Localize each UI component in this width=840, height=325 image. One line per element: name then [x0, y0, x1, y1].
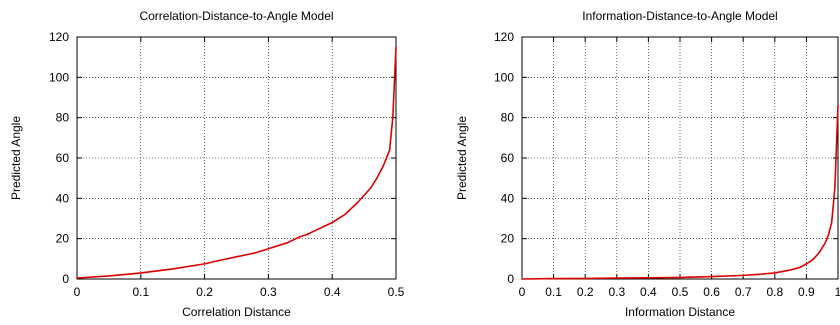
chart2-ytick-label: 60	[501, 151, 515, 165]
chart2-xtick-label: 1	[835, 285, 840, 299]
chart2-group: Information-Distance-to-Angle Model 0 20 40…	[455, 9, 840, 319]
chart2-xtick-label: 0.2	[577, 285, 594, 299]
chart1-y-axis-label: Predicted Angle	[9, 116, 23, 200]
chart1-xtick-label: 0.1	[132, 285, 149, 299]
chart2-xtick-label: 0.9	[798, 285, 815, 299]
chart1-xtick-label: 0.5	[388, 285, 405, 299]
chart1-title: Correlation-Distance-to-Angle Model	[139, 9, 333, 23]
chart1-ytick-label: 60	[56, 151, 70, 165]
chart1-x-axis-label: Correlation Distance	[182, 305, 291, 319]
chart1-ytick-label: 100	[49, 70, 69, 84]
chart2-ytick-label: 120	[494, 30, 514, 44]
chart2-ytick-label: 20	[501, 232, 515, 246]
chart1-ytick-label: 80	[56, 111, 70, 125]
chart1-ytick-label: 40	[56, 191, 70, 205]
chart2-xtick-label: 0.3	[608, 285, 625, 299]
chart2-ytick-label: 80	[501, 111, 515, 125]
chart2-xtick-label: 0.8	[766, 285, 783, 299]
chart2-ytick-label: 40	[501, 191, 515, 205]
chart2-ytick-label: 100	[494, 70, 514, 84]
chart2-series-line	[521, 104, 839, 280]
chart2-xtick-label: 0	[519, 285, 526, 299]
chart2-xtick-label: 0.6	[703, 285, 720, 299]
chart2-plot-frame	[521, 36, 839, 280]
chart2-x-axis-label: Information Distance	[625, 305, 735, 319]
chart2-xtick-label: 0.7	[735, 285, 752, 299]
chart2-xtick-label: 0.4	[640, 285, 657, 299]
chart1-plot-frame	[76, 36, 397, 280]
chart2-xtick-label: 0.5	[672, 285, 689, 299]
chart1-xtick-label: 0.3	[260, 285, 277, 299]
chart1-xtick-label: 0.4	[324, 285, 341, 299]
chart1-series-line	[76, 46, 397, 279]
chart1-xtick-label: 0.2	[196, 285, 213, 299]
chart2-title: Information-Distance-to-Angle Model	[582, 9, 777, 23]
chart1-ytick-label: 20	[56, 232, 70, 246]
chart2-xtick-label: 0.1	[545, 285, 562, 299]
chart1-xtick-label: 0	[74, 285, 81, 299]
chart1-ytick-label: 0	[62, 272, 69, 286]
chart1-ytick-label: 120	[49, 30, 69, 44]
chart2-y-axis-label: Predicted Angle	[455, 116, 469, 200]
chart1-group: Correlation-Distance-to-Angle Model 0 20 40…	[9, 9, 405, 319]
chart2-ytick-label: 0	[507, 272, 514, 286]
